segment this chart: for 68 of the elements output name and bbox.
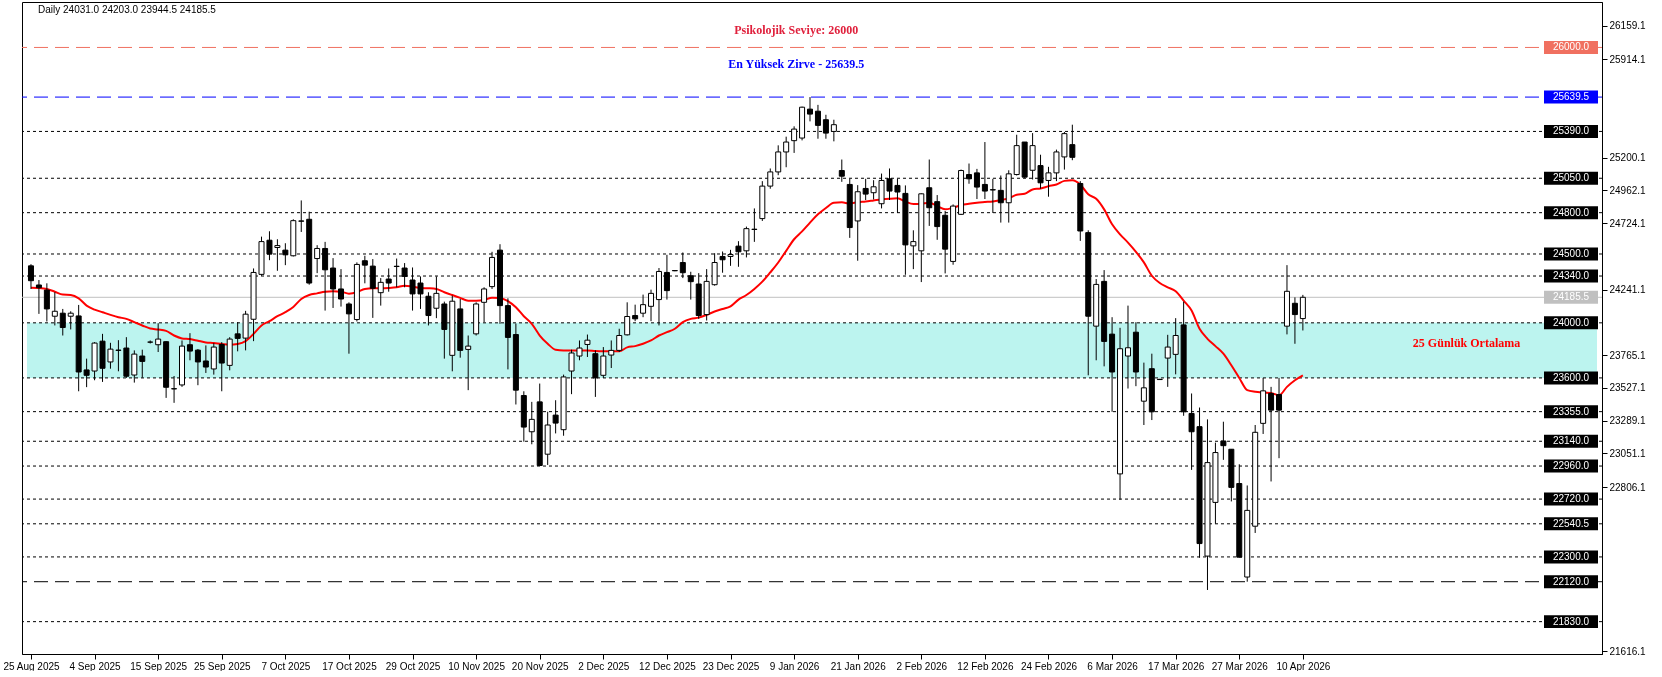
ref-line-label: 24340.0	[1552, 270, 1590, 282]
y-tick-label: 23289.1	[1609, 415, 1647, 427]
candlestick	[35, 279, 42, 315]
y-tick-label: 25200.1	[1609, 152, 1647, 164]
x-tick-label: 20 Nov 2025	[511, 660, 570, 672]
candlestick	[186, 332, 193, 361]
ref-line-label: 24800.0	[1552, 206, 1590, 218]
candlestick	[616, 328, 623, 353]
text: 25 Günlük Ortalama	[1412, 336, 1521, 351]
y-tick-label: 24724.1	[1609, 217, 1647, 229]
candlestick	[640, 294, 647, 318]
candlestick	[202, 344, 209, 374]
ref-line-label: 22720.0	[1552, 493, 1590, 505]
ref-line-label: 26000.0	[1552, 41, 1590, 53]
candlestick	[608, 339, 615, 369]
y-tick-label: 24241.1	[1609, 284, 1647, 296]
ref-line-label: 24000.0	[1552, 316, 1590, 328]
chart-title: Daily 24031.0 24203.0 23944.5 24185.5	[38, 4, 217, 15]
ref-line-label: 22120.0	[1552, 575, 1590, 587]
ref-line-label: 25639.5	[1552, 91, 1590, 103]
y-tick-label: 23765.1	[1609, 349, 1647, 361]
ref-line-label: 24185.5	[1552, 291, 1590, 303]
x-tick-label: 21 Jan 2026	[830, 660, 887, 672]
x-tick-label: 7 Oct 2025	[261, 660, 311, 672]
x-tick-label: 10 Apr 2026	[1276, 660, 1331, 672]
x-tick-label: 17 Oct 2025	[322, 660, 378, 672]
x-tick-label: 27 Mar 2026	[1211, 660, 1269, 672]
x-tick-label: 12 Dec 2025	[639, 660, 697, 672]
x-tick-label: 25 Sep 2025	[193, 660, 252, 672]
x-tick-label: 4 Sep 2025	[69, 660, 122, 672]
x-tick-label: 12 Feb 2026	[957, 660, 1014, 672]
x-tick-label: 23 Dec 2025	[702, 660, 760, 672]
ref-line-label: 24500.0	[1552, 247, 1590, 259]
y-tick-label: 23051.1	[1609, 448, 1647, 459]
ref-line-label: 23355.0	[1552, 405, 1590, 417]
x-tick-label: 29 Oct 2025	[385, 660, 441, 672]
x-tick-label: 10 Nov 2025	[448, 660, 506, 672]
x-tick-label: 2 Feb 2026	[896, 660, 948, 672]
y-tick-label: 21616.1	[1609, 645, 1647, 657]
ref-line-label: 25390.0	[1552, 125, 1590, 137]
y-tick-label: 22806.1	[1609, 481, 1647, 493]
x-tick-label: 6 Mar 2026	[1087, 660, 1139, 672]
x-tick-label: 9 Jan 2026	[769, 660, 820, 672]
ref-line-label: 22960.0	[1552, 460, 1590, 472]
x-tick-label: 24 Feb 2026	[1020, 660, 1078, 672]
ref-line-label: 25050.0	[1552, 172, 1590, 184]
candlestick	[807, 96, 814, 122]
x-tick-label: 15 Sep 2025	[130, 660, 188, 672]
x-tick-label: 17 Mar 2026	[1148, 660, 1205, 672]
candlestick	[377, 277, 384, 307]
ref-line-label: 21830.0	[1552, 615, 1590, 627]
ref-line-label: 22300.0	[1552, 550, 1590, 562]
y-tick-label: 26159.1	[1609, 20, 1647, 32]
y-tick-label: 24962.1	[1609, 184, 1647, 196]
candlestick	[155, 322, 162, 353]
candlestick	[584, 334, 591, 358]
x-tick-label: 2 Dec 2025	[578, 660, 630, 672]
y-tick-label: 23527.1	[1609, 382, 1647, 394]
ref-line-label: 23600.0	[1552, 371, 1590, 383]
annotation: En Yüksek Zirve - 25639.5	[728, 57, 865, 71]
candlestick	[783, 136, 790, 168]
y-tick-label: 25914.1	[1609, 53, 1647, 65]
candlestick	[775, 144, 782, 176]
x-tick-label: 25 Aug 2025	[3, 660, 60, 672]
ref-line-label: 22540.5	[1552, 517, 1590, 529]
ref-line-label: 23140.0	[1552, 435, 1590, 447]
candlestick	[210, 342, 217, 376]
annotation: Psikolojik Seviye: 26000	[734, 23, 859, 37]
